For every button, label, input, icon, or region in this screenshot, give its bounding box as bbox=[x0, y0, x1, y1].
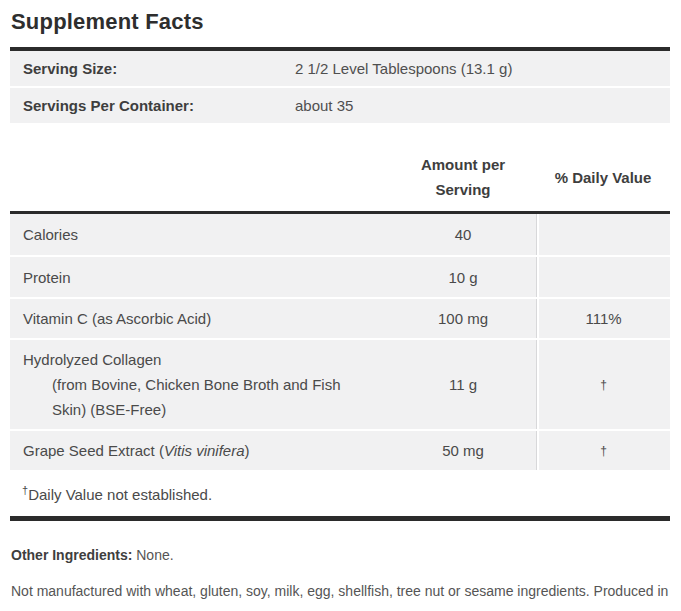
supplement-facts-panel: Supplement Facts Serving Size: 2 1/2 Lev… bbox=[0, 0, 681, 611]
table-row-calories: Calories 40 bbox=[10, 214, 670, 257]
servings-per-container-label: Servings Per Container: bbox=[10, 97, 295, 114]
table-row-vitamin-c: Vitamin C (as Ascorbic Acid) 100 mg 111% bbox=[10, 299, 670, 340]
nutrient-amount: 100 mg bbox=[390, 310, 536, 327]
servings-per-container-row: Servings Per Container: about 35 bbox=[10, 88, 670, 125]
serving-size-value: 2 1/2 Level Tablespoons (13.1 g) bbox=[295, 60, 670, 77]
nutrient-daily-value bbox=[536, 214, 670, 255]
nutrient-name: Grape Seed Extract (Vitis vinifera) bbox=[10, 431, 390, 470]
nutrient-amount: 11 g bbox=[390, 376, 536, 393]
table-row-protein: Protein 10 g bbox=[10, 257, 670, 299]
other-ingredients-label: Other Ingredients: bbox=[11, 547, 132, 563]
nutrient-daily-value bbox=[536, 257, 670, 297]
other-ingredients-value: None. bbox=[136, 547, 173, 563]
nutrient-name-detail: (from Bovine, Chicken Bone Broth and Fis… bbox=[23, 372, 390, 397]
nutrient-amount: 50 mg bbox=[390, 442, 536, 459]
nutrient-name-detail: Skin) (BSE-Free) bbox=[23, 397, 390, 422]
nutrient-daily-value: 111% bbox=[536, 299, 670, 338]
serving-size-label: Serving Size: bbox=[10, 60, 295, 77]
nutrient-daily-value: † bbox=[536, 340, 670, 429]
page-title: Supplement Facts bbox=[10, 0, 670, 47]
daily-value-header: % Daily Value bbox=[536, 165, 670, 190]
table-row-hydrolyzed-collagen: Hydrolyzed Collagen (from Bovine, Chicke… bbox=[10, 340, 670, 431]
nutrient-name: Protein bbox=[10, 258, 390, 297]
nutrient-name: Hydrolyzed Collagen (from Bovine, Chicke… bbox=[10, 340, 390, 429]
bottom-divider-bar bbox=[10, 516, 670, 521]
nutrient-name: Calories bbox=[10, 215, 390, 254]
botanical-name: Vitis vinifera bbox=[164, 442, 245, 459]
allergen-note: Not manufactured with wheat, gluten, soy… bbox=[10, 578, 673, 611]
amount-per-serving-header: Amount per Serving bbox=[390, 152, 536, 202]
other-ingredients: Other Ingredients: None. bbox=[10, 547, 670, 563]
nutrient-amount: 10 g bbox=[390, 269, 536, 286]
nutrient-amount: 40 bbox=[390, 226, 536, 243]
nutrient-daily-value: † bbox=[536, 431, 670, 470]
nutrient-name: Vitamin C (as Ascorbic Acid) bbox=[10, 299, 390, 338]
table-header-row: Amount per Serving % Daily Value bbox=[10, 152, 670, 211]
daily-value-footnote: †Daily Value not established. bbox=[10, 472, 670, 516]
serving-size-row: Serving Size: 2 1/2 Level Tablespoons (1… bbox=[10, 51, 670, 88]
table-row-grape-seed-extract: Grape Seed Extract (Vitis vinifera) 50 m… bbox=[10, 431, 670, 472]
servings-per-container-value: about 35 bbox=[295, 97, 670, 114]
